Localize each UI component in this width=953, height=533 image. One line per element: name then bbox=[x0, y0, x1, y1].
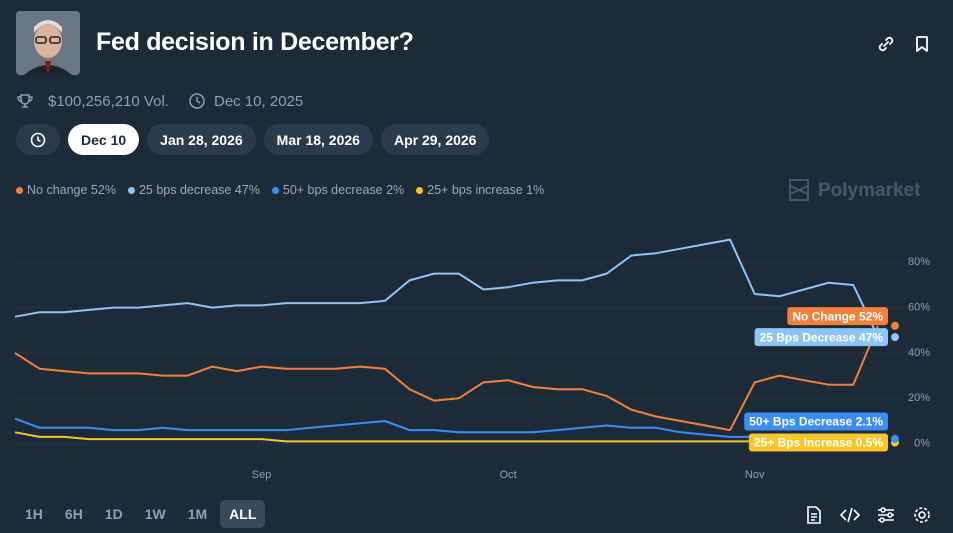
range-button[interactable]: ALL bbox=[220, 500, 266, 528]
settings-sliders-icon[interactable] bbox=[878, 507, 894, 523]
doc-icon[interactable] bbox=[807, 506, 821, 524]
end-dot bbox=[891, 434, 899, 443]
legend-dot bbox=[16, 186, 23, 194]
end-date: Dec 10, 2025 bbox=[188, 92, 303, 110]
legend-dot bbox=[271, 186, 279, 194]
legend-dot bbox=[416, 186, 424, 194]
title: Fed decision in December? bbox=[96, 28, 414, 56]
legend-item: 25+ bps increase 1% bbox=[416, 183, 544, 197]
end-label-text: No Change 52% bbox=[792, 309, 883, 323]
legend-item: No change 52% bbox=[16, 183, 116, 197]
date-tab[interactable]: Mar 18, 2026 bbox=[263, 124, 373, 155]
y-tick-label: 0% bbox=[914, 438, 930, 450]
avatar bbox=[16, 11, 80, 75]
chart-tools bbox=[807, 506, 930, 524]
range-button[interactable]: 6H bbox=[64, 506, 83, 522]
bookmark-icon[interactable] bbox=[912, 34, 932, 54]
legend-label: 50+ bps decrease 2% bbox=[282, 183, 405, 197]
x-tick-label: Oct bbox=[500, 469, 517, 481]
range-button[interactable]: 1H bbox=[25, 506, 43, 522]
legend: No change 52% 25 bps decrease 47% 50+ bps … bbox=[16, 183, 544, 197]
end-label: 50+ Bps Decrease 2.1% bbox=[744, 412, 888, 431]
y-tick-label: 80% bbox=[908, 256, 930, 268]
gear-icon[interactable] bbox=[914, 507, 930, 523]
date-tab[interactable]: Apr 29, 2026 bbox=[380, 124, 490, 155]
end-label-text: 25 Bps Decrease 47% bbox=[760, 330, 884, 344]
watermark-text: Polymarket bbox=[818, 180, 921, 201]
range-button[interactable]: 1M bbox=[187, 506, 208, 522]
end-date-text: Dec 10, 2025 bbox=[214, 92, 304, 110]
date-tab[interactable]: Jan 28, 2026 bbox=[147, 124, 256, 155]
history-icon bbox=[30, 132, 46, 147]
series-line bbox=[14, 417, 879, 441]
x-tick-label: Sep bbox=[252, 469, 272, 481]
link-icon[interactable] bbox=[876, 34, 896, 54]
end-dot bbox=[891, 333, 899, 342]
range-buttons: 1H 6H 1D 1W 1M ALL bbox=[16, 500, 266, 528]
y-tick-label: 40% bbox=[908, 347, 930, 359]
end-dot bbox=[891, 321, 899, 330]
clock-icon bbox=[189, 93, 205, 109]
range-button[interactable]: 1D bbox=[104, 506, 123, 522]
trophy-icon bbox=[17, 94, 33, 108]
legend-item: 50+ bps decrease 2% bbox=[271, 183, 405, 197]
end-label: 25+ Bps Increase 0.5% bbox=[748, 433, 888, 452]
date-tab[interactable]: Dec 10 bbox=[68, 124, 140, 155]
end-label-box bbox=[748, 433, 888, 452]
series-line bbox=[14, 431, 879, 444]
legend-label: 25+ bps increase 1% bbox=[427, 183, 545, 197]
series-line bbox=[14, 238, 879, 338]
end-label-box bbox=[754, 328, 888, 347]
volume-text: $100,256,210 Vol. bbox=[48, 92, 169, 110]
end-label-text: 25+ Bps Increase 0.5% bbox=[754, 436, 883, 450]
history-tab[interactable] bbox=[16, 124, 60, 155]
x-tick-label: Nov bbox=[745, 469, 765, 481]
range-button[interactable]: 1W bbox=[144, 506, 166, 522]
embed-icon[interactable] bbox=[839, 507, 861, 523]
y-tick-label: 20% bbox=[908, 392, 930, 404]
end-label-box bbox=[744, 412, 888, 431]
legend-item: 25 bps decrease 47% bbox=[127, 183, 260, 197]
end-label-box bbox=[787, 307, 888, 326]
watermark: Polymarket bbox=[789, 179, 921, 201]
series-line bbox=[14, 325, 879, 432]
end-label-text: 50+ Bps Decrease 2.1% bbox=[749, 415, 883, 429]
legend-label: 25 bps decrease 47% bbox=[138, 183, 260, 197]
legend-label: No change 52% bbox=[27, 183, 116, 197]
volume: $100,256,210 Vol. bbox=[16, 92, 169, 110]
date-tabs: Dec 10 Jan 28, 2026 Mar 18, 2026 Apr 29, 20… bbox=[16, 124, 490, 155]
end-label: 25 Bps Decrease 47% bbox=[754, 328, 888, 347]
y-tick-label: 60% bbox=[908, 302, 930, 314]
end-label: No Change 52% bbox=[787, 307, 888, 326]
legend-dot bbox=[127, 186, 135, 194]
